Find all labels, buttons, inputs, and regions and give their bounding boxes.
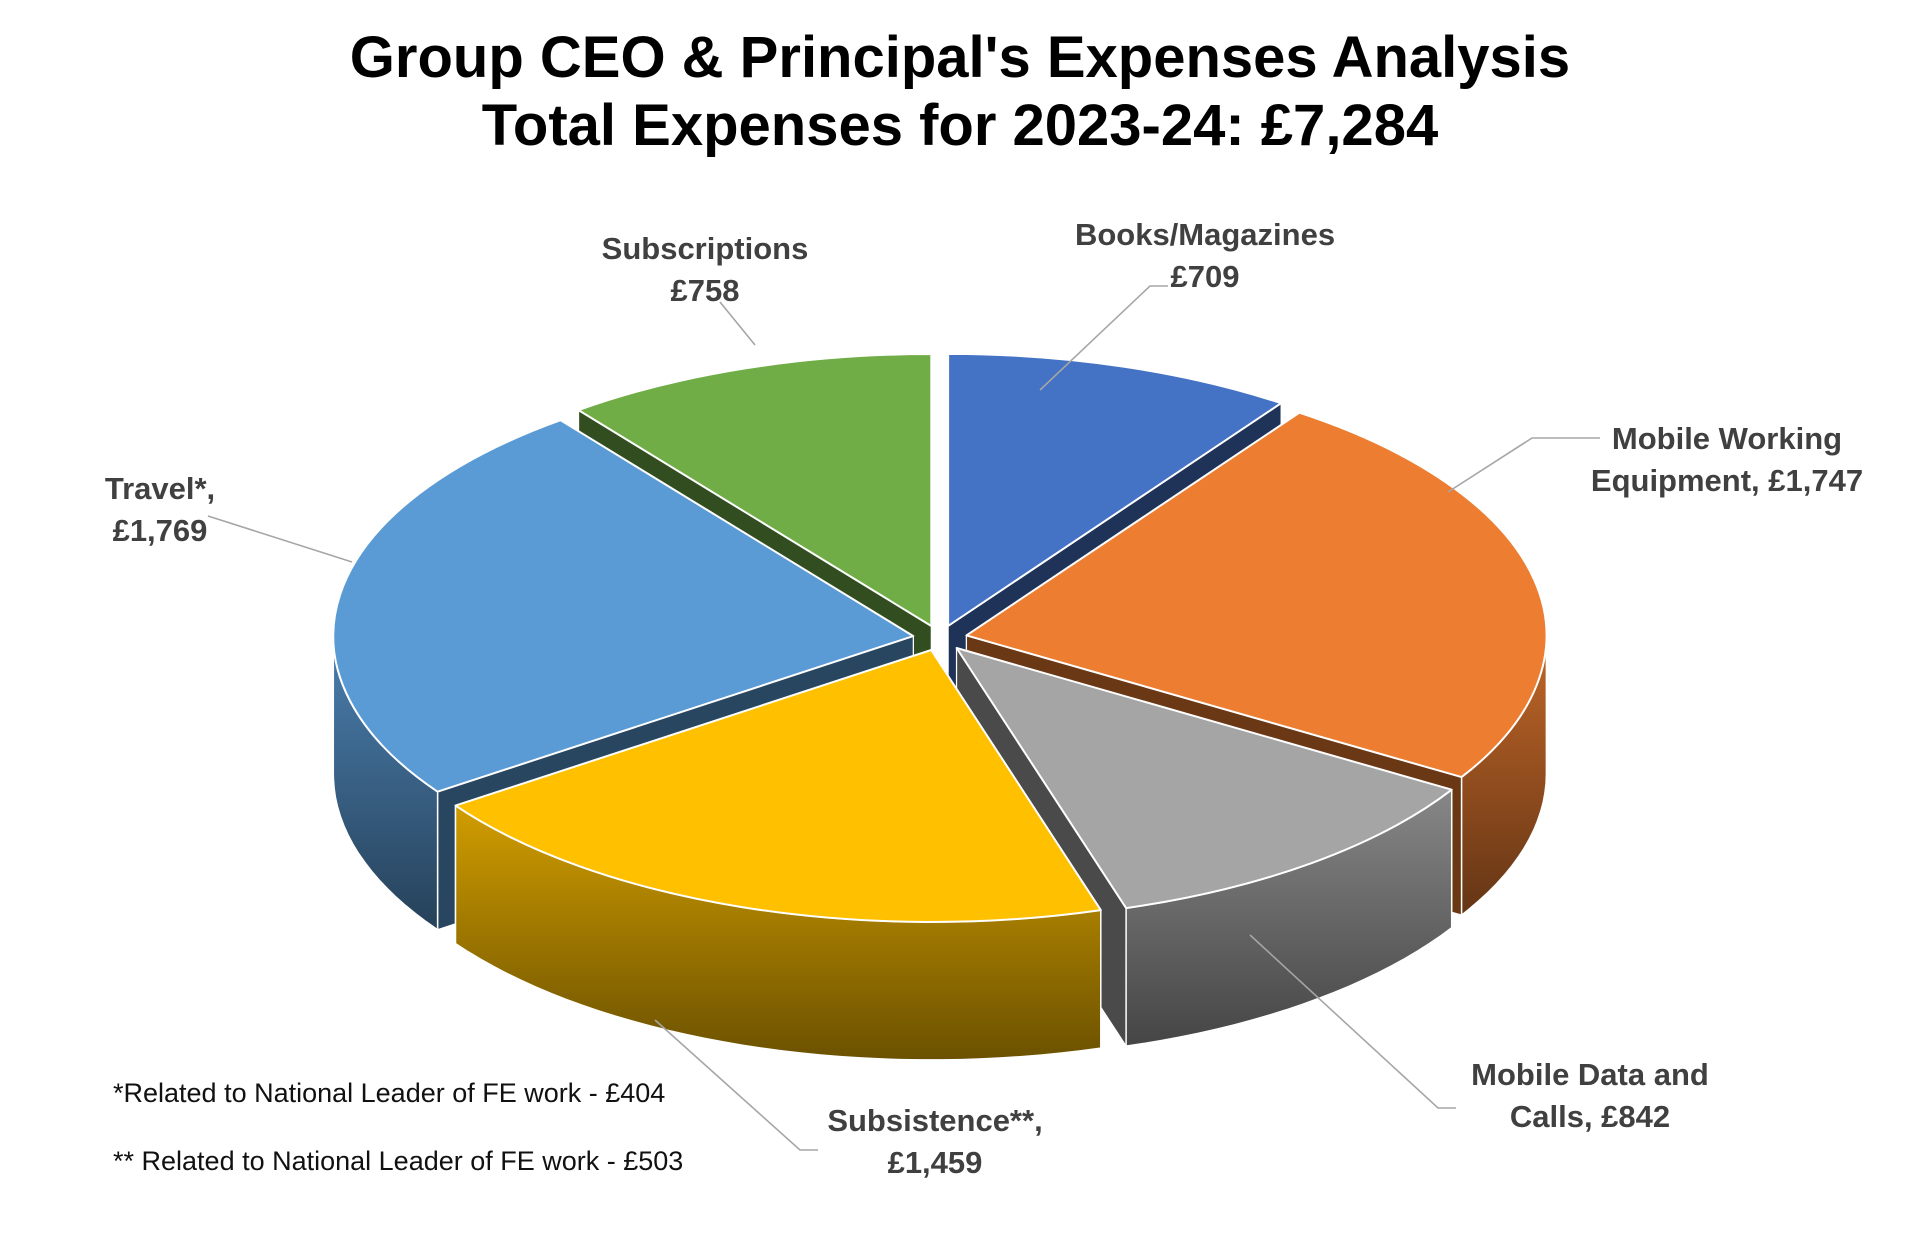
footnote-travel: *Related to National Leader of FE work -… [113, 1078, 666, 1108]
leader-line-subsistence [654, 1019, 818, 1151]
slice-label-value: Equipment, £1,747 [1590, 463, 1864, 498]
pie-slice-books-magazines[interactable] [947, 352, 1283, 627]
slice-label-subscriptions: Subscriptions £758 [602, 228, 809, 312]
slice-label-books-magazines: Books/Magazines £709 [1075, 214, 1335, 298]
slice-label-travel: Travel*, £1,769 [105, 468, 215, 552]
pie-slice-travel[interactable] [332, 419, 915, 793]
pie-slice-subsistence[interactable] [454, 649, 1102, 923]
slice-label-name: Subscriptions [601, 231, 809, 266]
leader-line-mobile-working-equipment [1447, 437, 1600, 493]
leader-line-books-magazines [1039, 285, 1168, 391]
leader-line-mobile-data-and-calls [1249, 934, 1456, 1109]
slice-label-value: £709 [1170, 259, 1240, 294]
slice-label-value: £758 [670, 273, 740, 308]
slice-label-value: Calls, £842 [1509, 1099, 1671, 1134]
slice-label-name: Travel*, [104, 471, 216, 506]
chart-title: Group CEO & Principal's Expenses Analysi… [0, 24, 1920, 160]
slice-label-name: Mobile Data and [1471, 1057, 1709, 1092]
slice-label-value: £1,459 [887, 1145, 983, 1180]
slice-label-value: £1,769 [112, 513, 208, 548]
slice-label-subsistence: Subsistence**, £1,459 [827, 1100, 1042, 1184]
pie-slice-subscriptions[interactable] [577, 353, 933, 627]
footnote-subsistence: ** Related to National Leader of FE work… [113, 1146, 684, 1176]
chart-title-line2: Total Expenses for 2023-24: £7,284 [481, 93, 1439, 158]
slice-label-name: Subsistence**, [827, 1103, 1043, 1138]
leader-line-travel [207, 515, 353, 563]
slice-label-name: Mobile Working [1611, 421, 1843, 456]
slice-label-mobile-data-and-calls: Mobile Data and Calls, £842 [1471, 1054, 1709, 1138]
leader-line-subscriptions [719, 301, 756, 346]
slice-label-mobile-working-equipment: Mobile Working Equipment, £1,747 [1591, 418, 1863, 502]
slice-label-name: Books/Magazines [1074, 217, 1336, 252]
chart-title-line1: Group CEO & Principal's Expenses Analysi… [349, 25, 1571, 90]
pie-slice-mobile-data-and-calls[interactable] [955, 647, 1453, 910]
pie-slice-mobile-working-equipment[interactable] [965, 411, 1548, 779]
